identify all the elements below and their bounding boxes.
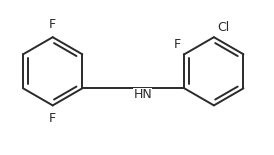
- Text: HN: HN: [133, 88, 152, 101]
- Text: F: F: [174, 38, 181, 51]
- Text: Cl: Cl: [217, 21, 229, 34]
- Text: F: F: [49, 112, 56, 125]
- Text: F: F: [49, 18, 56, 31]
